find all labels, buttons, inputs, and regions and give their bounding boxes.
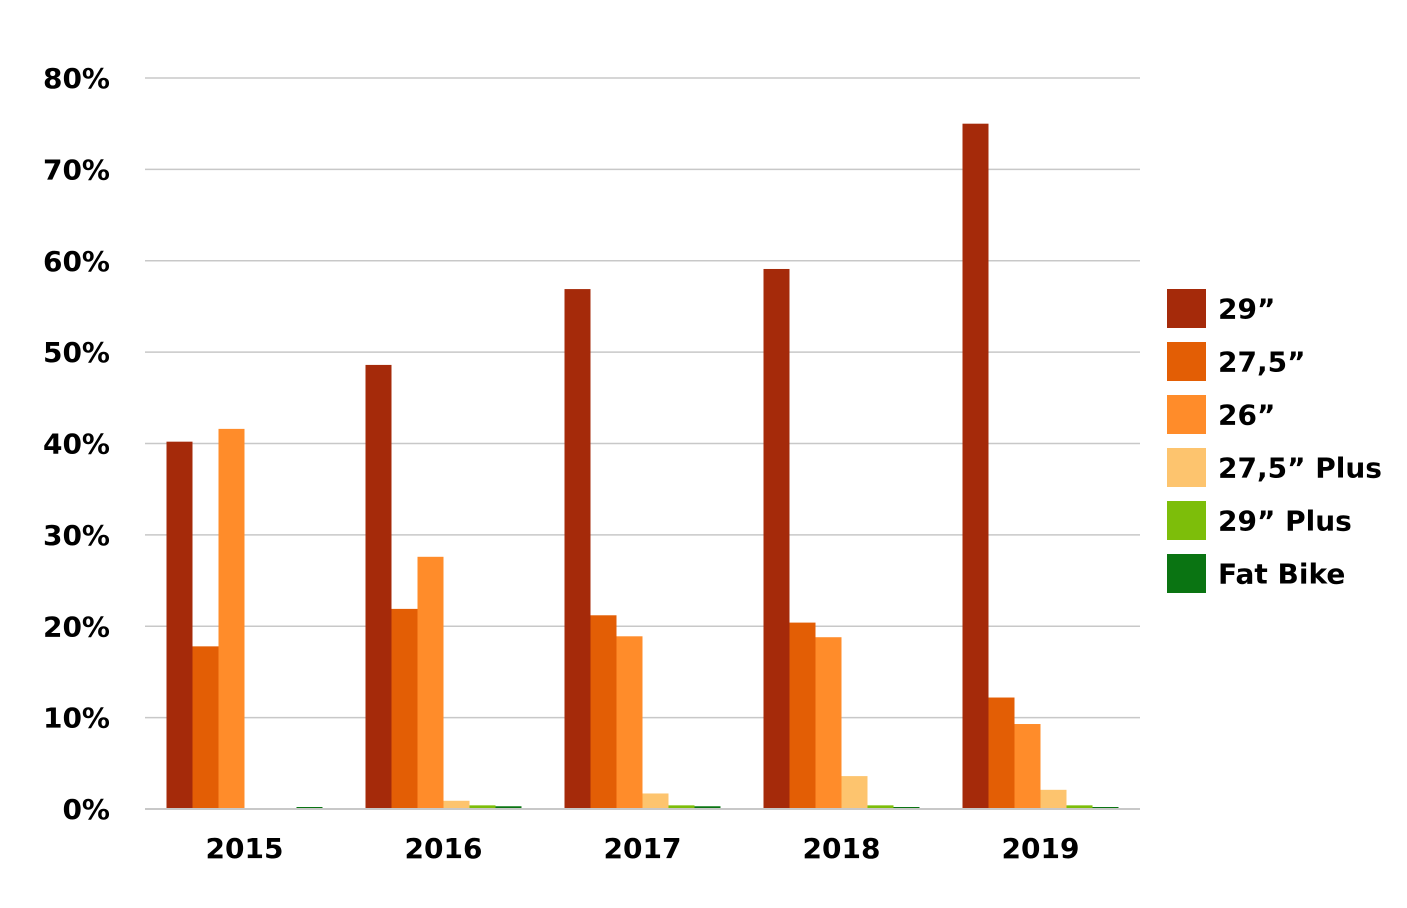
bar-2018-series-4 — [867, 805, 894, 809]
bar-2018-series-1 — [789, 622, 816, 809]
legend-swatch — [1167, 342, 1206, 381]
bar-2016-series-2 — [417, 556, 444, 809]
y-tick-label: 40% — [43, 428, 110, 461]
bar-2017-series-3 — [642, 793, 669, 809]
bars — [166, 123, 1119, 809]
bar-2019-series-0 — [962, 123, 989, 809]
bar-2019-series-4 — [1066, 805, 1093, 809]
y-tick-label: 30% — [43, 519, 110, 552]
legend-swatch — [1167, 448, 1206, 487]
y-tick-label: 20% — [43, 610, 110, 643]
x-tick-label: 2018 — [803, 832, 881, 865]
legend-item: 29” — [1167, 289, 1275, 328]
bar-2019-series-1 — [988, 697, 1015, 809]
bar-2015-series-1 — [192, 646, 219, 809]
legend-label: Fat Bike — [1218, 558, 1345, 591]
legend-label: 29” Plus — [1218, 505, 1352, 538]
bar-2016-series-4 — [469, 805, 496, 809]
legend-item: 27,5” Plus — [1167, 448, 1382, 487]
legend-item: 29” Plus — [1167, 501, 1352, 540]
legend-item: 27,5” — [1167, 342, 1306, 381]
y-tick-label: 70% — [43, 153, 110, 186]
y-tick-label: 10% — [43, 702, 110, 735]
bar-2017-series-4 — [668, 805, 695, 809]
x-tick-label: 2015 — [206, 832, 284, 865]
x-tick-label: 2019 — [1002, 832, 1080, 865]
legend-swatch — [1167, 501, 1206, 540]
legend-label: 29” — [1218, 293, 1275, 326]
y-tick-label: 80% — [43, 62, 110, 95]
y-axis-tick-labels: 0% 10% 20% 30% 40% 50% 60% 70% 80% — [43, 62, 110, 826]
legend-item: 26” — [1167, 395, 1275, 434]
legend-label: 27,5” — [1218, 346, 1306, 379]
bar-2017-series-2 — [616, 636, 643, 809]
y-tick-label: 50% — [43, 336, 110, 369]
bar-2015-series-2 — [218, 428, 245, 809]
bar-2018-series-3 — [841, 776, 868, 809]
legend-label: 26” — [1218, 399, 1275, 432]
bar-2016-series-1 — [391, 608, 418, 809]
bar-2017-series-0 — [564, 289, 591, 809]
legend-label: 27,5” Plus — [1218, 452, 1382, 485]
y-tick-label: 60% — [43, 245, 110, 278]
bar-2016-series-5 — [495, 806, 522, 809]
y-tick-label: 0% — [62, 793, 110, 826]
bar-2017-series-1 — [590, 615, 617, 809]
legend-swatch — [1167, 395, 1206, 434]
x-axis-tick-labels: 2015 2016 2017 2018 2019 — [206, 832, 1080, 865]
bar-2018-series-2 — [815, 637, 842, 809]
gridlines — [145, 77, 1140, 719]
bar-2016-series-0 — [365, 364, 392, 809]
bar-2016-series-3 — [443, 800, 470, 809]
bar-2019-series-3 — [1040, 789, 1067, 809]
bar-2018-series-0 — [763, 268, 790, 809]
bar-2017-series-5 — [694, 806, 721, 809]
bar-2015-series-0 — [166, 441, 193, 809]
legend-item: Fat Bike — [1167, 554, 1345, 593]
legend-swatch — [1167, 289, 1206, 328]
bar-2019-series-2 — [1014, 724, 1041, 809]
legend-swatch — [1167, 554, 1206, 593]
legend: 29” 27,5” 26” 27,5” Plus 29” Plus Fat Bike — [1167, 289, 1382, 593]
x-tick-label: 2017 — [604, 832, 682, 865]
x-tick-label: 2016 — [405, 832, 483, 865]
